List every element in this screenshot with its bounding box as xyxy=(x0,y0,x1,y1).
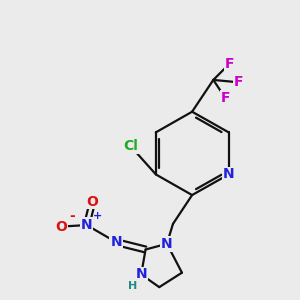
Text: N: N xyxy=(223,167,234,182)
Text: O: O xyxy=(56,220,68,233)
Text: H: H xyxy=(128,281,137,291)
Text: F: F xyxy=(225,57,234,71)
Text: O: O xyxy=(87,194,98,208)
Text: N: N xyxy=(110,235,122,249)
Text: F: F xyxy=(220,91,230,105)
Text: N: N xyxy=(135,268,147,281)
Text: N: N xyxy=(161,237,173,251)
Text: -: - xyxy=(69,209,75,223)
Text: +: + xyxy=(93,211,102,220)
Text: Cl: Cl xyxy=(123,140,138,154)
Text: F: F xyxy=(234,75,243,89)
Text: N: N xyxy=(81,218,92,232)
